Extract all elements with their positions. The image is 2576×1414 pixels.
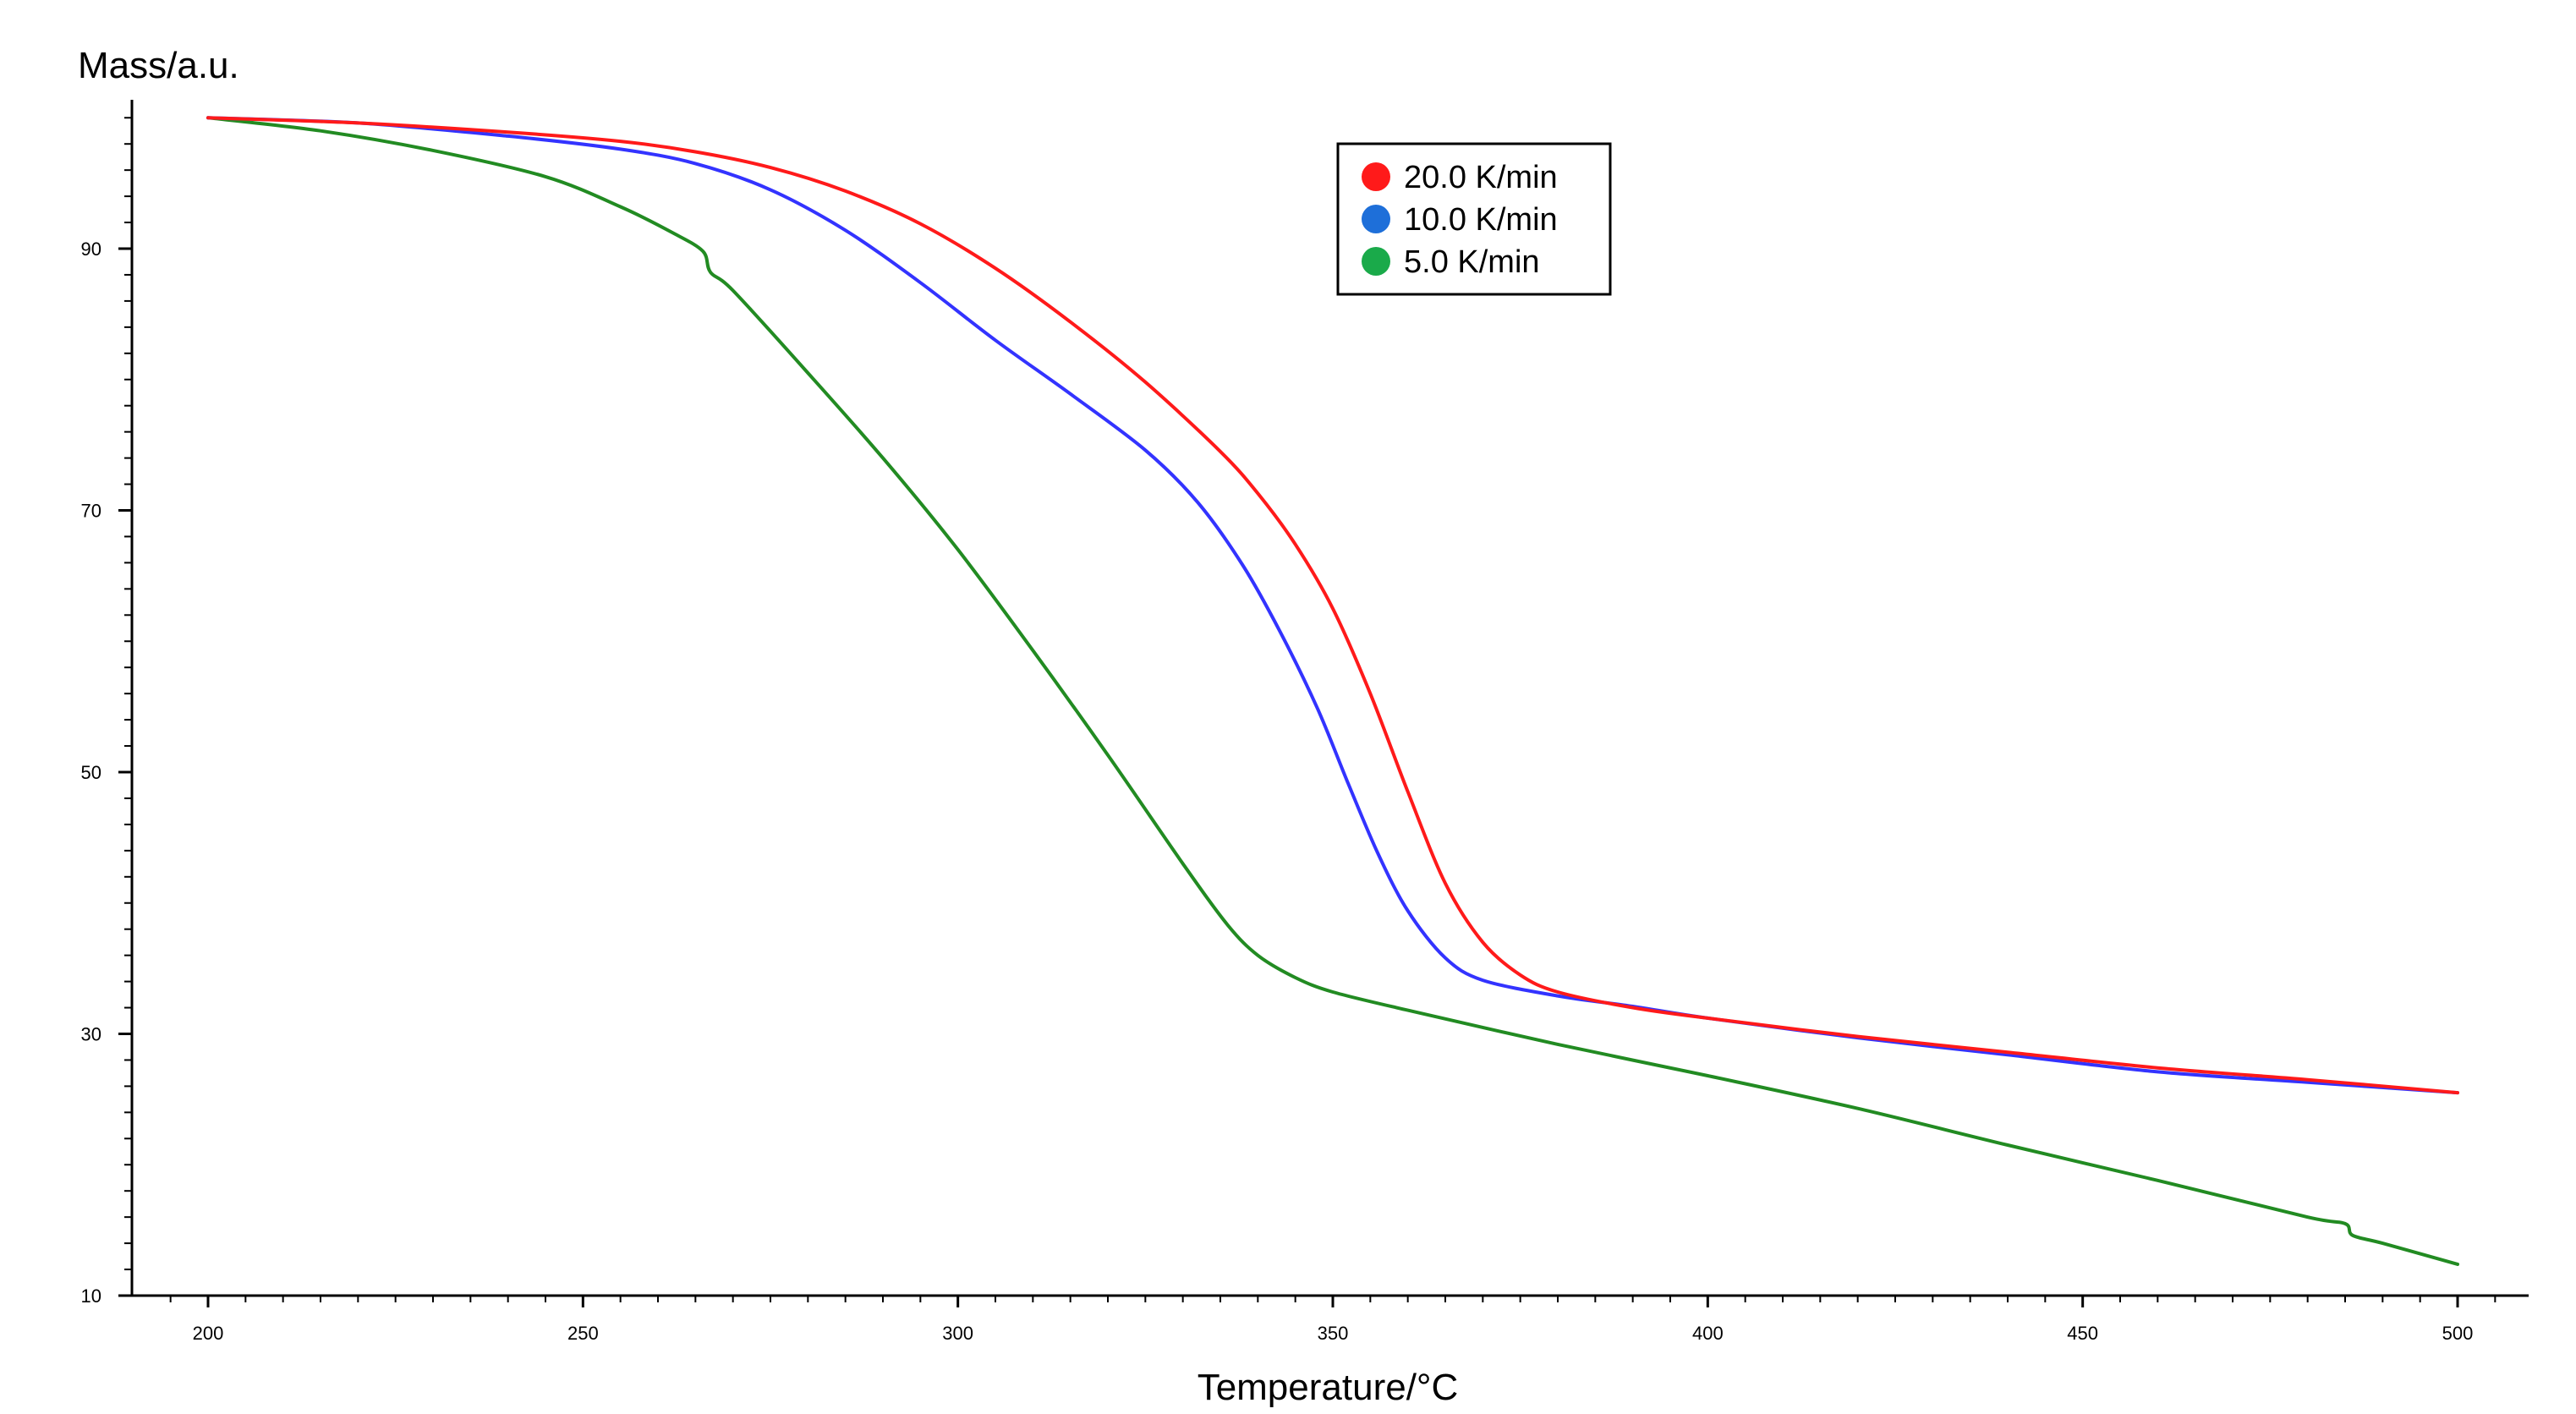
legend-marker-icon (1362, 247, 1390, 276)
x-axis-title: Temperature/°C (1198, 1367, 1459, 1408)
y-tick-label: 30 (81, 1024, 101, 1045)
x-tick-label: 400 (1692, 1323, 1724, 1344)
x-tick-label: 200 (193, 1323, 224, 1344)
x-axis-ticks: 200 250 300 350 400 450 500 (169, 1296, 2497, 1344)
legend-label: 20.0 K/min (1404, 160, 1558, 195)
x-tick-label: 450 (2067, 1323, 2098, 1344)
y-tick-label: 90 (81, 238, 101, 260)
y-axis-ticks: 10 30 50 70 90 (81, 117, 132, 1307)
series-layer (206, 116, 2459, 1266)
x-tick-label: 350 (1318, 1323, 1349, 1344)
x-tick-label: 300 (942, 1323, 973, 1344)
series-line-20-0-k-min (206, 116, 2459, 1095)
x-tick-label: 500 (2442, 1323, 2474, 1344)
y-tick-label: 50 (81, 762, 101, 783)
y-tick-label: 10 (81, 1285, 101, 1307)
legend: 20.0 K/min 10.0 K/min 5.0 K/min (1336, 142, 1612, 296)
series-line-10-0-k-min (206, 116, 2459, 1095)
legend-marker-icon (1362, 162, 1390, 191)
y-tick-label: 70 (81, 501, 101, 522)
legend-items: 20.0 K/min 10.0 K/min 5.0 K/min (1362, 160, 1558, 280)
series-line-5-0-k-min (206, 116, 2459, 1266)
axes: 200 250 300 350 400 450 500 10 30 50 70 90 (81, 100, 2529, 1344)
legend-marker-icon (1362, 205, 1390, 233)
legend-label: 10.0 K/min (1404, 202, 1558, 238)
y-axis-title: Mass/a.u. (78, 45, 239, 86)
legend-label: 5.0 K/min (1404, 244, 1540, 280)
x-tick-label: 250 (567, 1323, 599, 1344)
